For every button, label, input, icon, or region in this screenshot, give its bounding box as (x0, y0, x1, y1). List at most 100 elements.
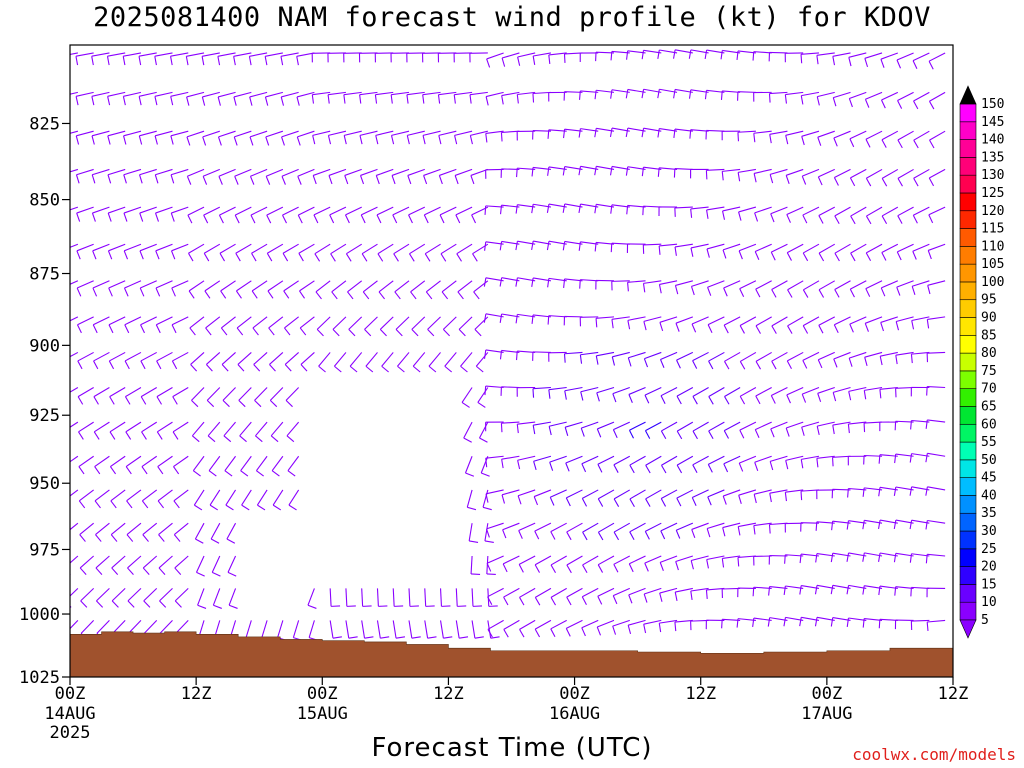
wind-barb (143, 588, 158, 608)
wind-barb (799, 553, 820, 564)
wind-barb (205, 352, 221, 372)
wind-barb (893, 519, 914, 530)
wind-barb (156, 387, 173, 405)
wind-barb (626, 204, 646, 215)
wind-barb (78, 489, 94, 509)
wind-barb (880, 52, 899, 68)
wind-barb (264, 91, 284, 106)
colorbar-label: 130 (981, 168, 1004, 183)
wind-barb (111, 588, 126, 608)
y-tick-label: 1025 (19, 668, 60, 688)
wind-barb (91, 52, 110, 66)
colorbar-swatch (959, 477, 977, 496)
wind-barb (469, 91, 488, 104)
wind-barb (499, 349, 520, 360)
wind-barb (862, 585, 883, 595)
wind-barb (77, 351, 94, 370)
wind-barb (659, 316, 678, 332)
wind-barb (610, 204, 630, 214)
wind-barb (188, 280, 205, 299)
wind-barb (674, 280, 693, 295)
wind-barb (170, 206, 189, 222)
wind-barb (706, 522, 725, 538)
wind-barb (878, 486, 898, 497)
wind-barb (347, 280, 363, 300)
wind-barb (660, 522, 678, 540)
wind-barb (657, 128, 678, 138)
wind-barb (282, 206, 299, 224)
wind-barb (722, 522, 741, 537)
wind-barb (690, 280, 709, 296)
wind-barb (784, 52, 804, 63)
wind-barb (833, 316, 851, 334)
wind-barb (284, 352, 300, 372)
wind-barb (532, 91, 551, 103)
wind-barb (659, 555, 678, 571)
wind-barb (785, 455, 804, 470)
wind-barb (548, 351, 567, 362)
wind-barb (251, 280, 268, 299)
wind-barb (612, 421, 630, 439)
wind-barb (831, 520, 851, 531)
wind-barb (786, 206, 804, 223)
wind-barb (597, 587, 615, 605)
wind-barb (296, 52, 315, 66)
wind-barb (769, 168, 788, 184)
wind-barb (316, 316, 331, 337)
colorbar-label: 145 (981, 115, 1004, 130)
colorbar-swatch (959, 406, 977, 425)
wind-barb (832, 91, 851, 107)
wind-barb (329, 206, 347, 224)
wind-barb (70, 522, 79, 542)
colorbar-swatch (959, 352, 977, 372)
wind-barb (721, 555, 741, 568)
wind-barb (486, 52, 504, 68)
wind-barb (739, 316, 757, 334)
colorbar-label: 70 (981, 382, 997, 397)
wind-barb (249, 168, 268, 185)
wind-barb (154, 206, 173, 222)
wind-barb (171, 280, 189, 297)
wind-barb (285, 387, 300, 408)
wind-barb (643, 587, 662, 603)
wind-barb (597, 555, 615, 573)
wind-barb (692, 351, 709, 369)
wind-barb (440, 243, 457, 262)
colorbar-swatch (959, 584, 977, 603)
wind-barb (517, 489, 536, 505)
wind-barb (171, 243, 189, 260)
wind-barb (926, 619, 946, 632)
wind-barb (249, 130, 268, 146)
wind-barb (155, 243, 173, 260)
wind-barb (754, 421, 772, 438)
wind-barb (460, 352, 473, 373)
wind-barb (406, 91, 425, 104)
wind-barb (359, 130, 378, 145)
wind-barb (423, 168, 441, 185)
wind-barb (909, 453, 930, 463)
wind-barb (768, 91, 788, 103)
colorbar-swatch (959, 335, 977, 354)
credit-link[interactable]: coolwx.com/models (852, 745, 1016, 764)
wind-barb (222, 387, 236, 408)
wind-barb (267, 280, 284, 299)
wind-barb (563, 351, 583, 363)
wind-barb (212, 588, 222, 609)
wind-barb (691, 522, 709, 539)
wind-barb (705, 168, 725, 180)
wind-barb (752, 51, 772, 61)
wind-barb (801, 130, 820, 146)
y-tick-label: 950 (29, 474, 60, 494)
wind-barb (674, 243, 693, 256)
colorbar-swatch (959, 174, 977, 194)
wind-barb (93, 421, 110, 440)
wind-barb (802, 280, 820, 298)
wind-barb (461, 387, 473, 408)
wind-barb (439, 588, 451, 607)
wind-barb (255, 455, 268, 477)
wind-barb (644, 522, 662, 540)
colorbar-label: 20 (981, 560, 997, 575)
wind-barb (314, 243, 331, 262)
wind-barb (802, 243, 820, 262)
